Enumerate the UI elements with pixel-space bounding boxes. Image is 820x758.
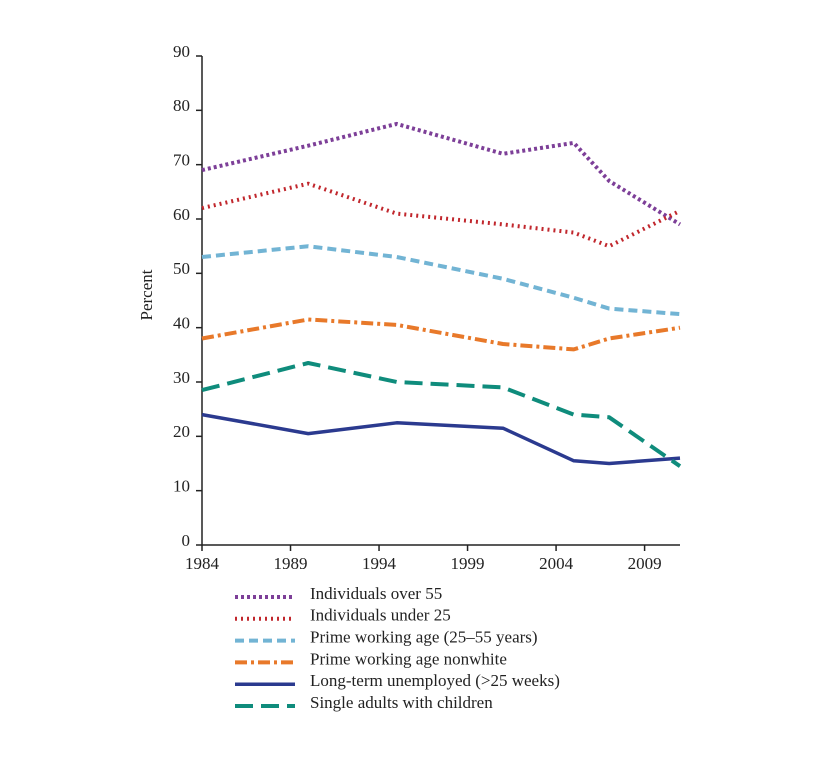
y-tick-label: 40 bbox=[173, 314, 190, 333]
x-tick-label: 1984 bbox=[185, 554, 220, 573]
x-tick-label: 1999 bbox=[451, 554, 485, 573]
x-tick-label: 1994 bbox=[362, 554, 397, 573]
y-tick-label: 90 bbox=[173, 42, 190, 61]
x-tick-label: 2004 bbox=[539, 554, 574, 573]
y-tick-label: 80 bbox=[173, 96, 190, 115]
legend-label: Long-term unemployed (>25 weeks) bbox=[310, 671, 560, 690]
y-tick-label: 20 bbox=[173, 422, 190, 441]
series-line bbox=[201, 181, 681, 249]
y-tick-label: 30 bbox=[173, 368, 190, 387]
series-line bbox=[201, 121, 682, 227]
legend-label: Individuals over 55 bbox=[310, 584, 442, 603]
x-tick-label: 2009 bbox=[628, 554, 662, 573]
y-tick-label: 10 bbox=[173, 477, 190, 496]
y-tick-label: 0 bbox=[182, 531, 191, 550]
series-line bbox=[201, 412, 681, 466]
legend-label: Single adults with children bbox=[310, 693, 493, 712]
legend-label: Prime working age nonwhite bbox=[310, 649, 507, 668]
series-line bbox=[201, 244, 681, 317]
y-tick-label: 60 bbox=[173, 205, 190, 224]
series-line bbox=[201, 317, 681, 352]
y-tick-label: 70 bbox=[173, 151, 190, 170]
y-tick-label: 50 bbox=[173, 259, 190, 278]
legend-label: Prime working age (25–55 years) bbox=[310, 628, 538, 647]
legend-label: Individuals under 25 bbox=[310, 606, 451, 625]
x-tick-label: 1989 bbox=[274, 554, 308, 573]
series-line bbox=[201, 361, 682, 468]
y-axis-label: Percent bbox=[137, 269, 156, 320]
